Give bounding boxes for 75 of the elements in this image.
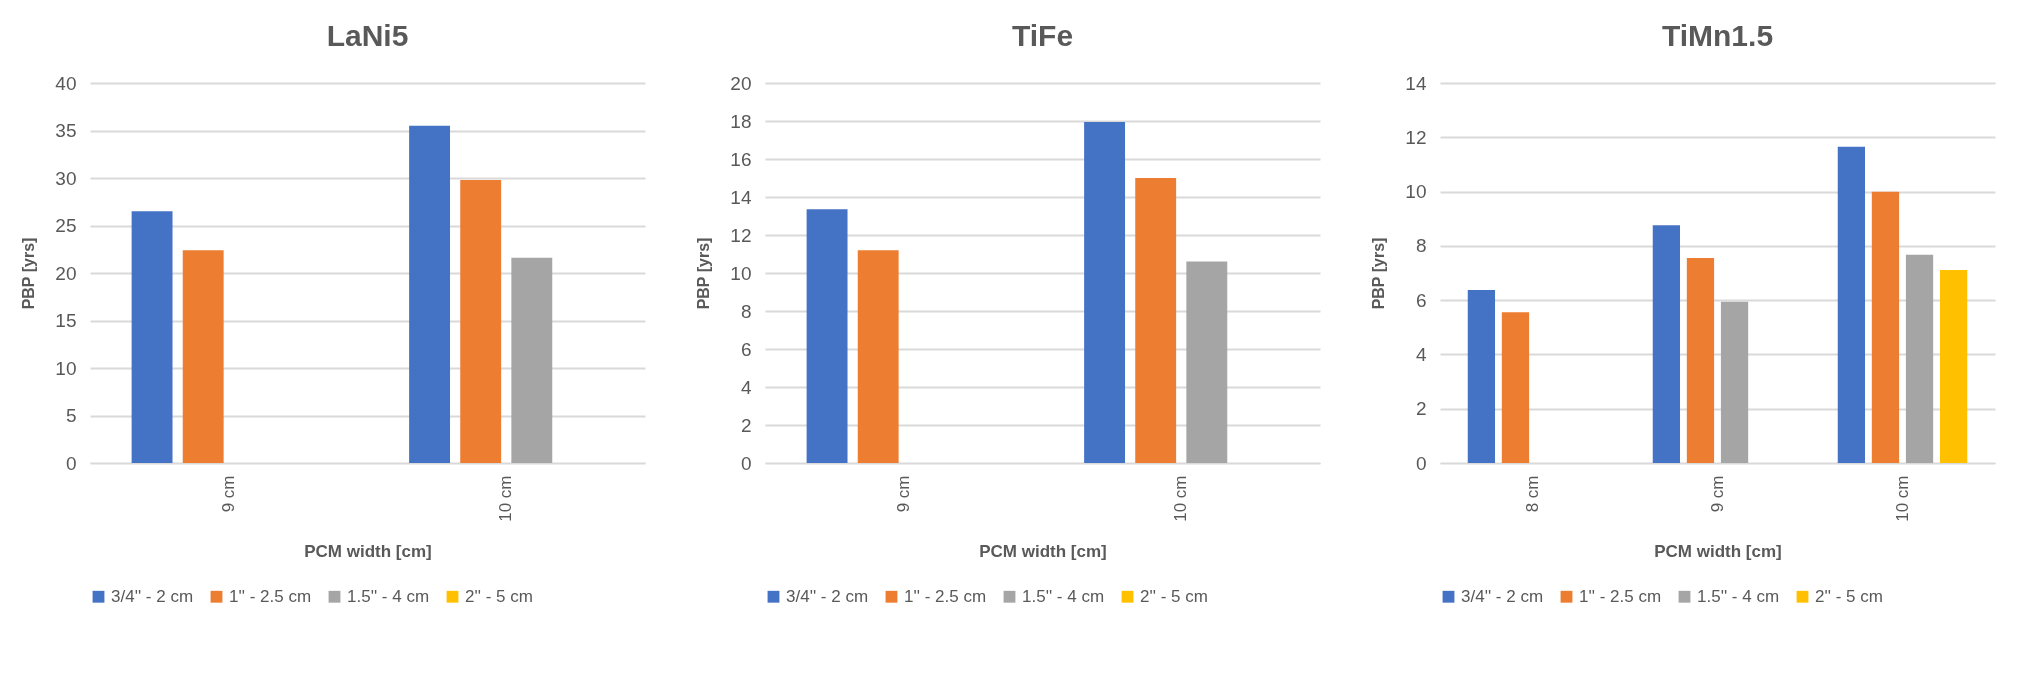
bar: [131, 211, 173, 463]
y-axis-title: PBP [yrs]: [1370, 237, 1388, 310]
y-axis-title: PBP [yrs]: [695, 237, 713, 310]
legend-label: 1.5'' - 4 cm: [1697, 586, 1780, 606]
y-tick-label: 6: [740, 338, 752, 360]
y-tick-label: 40: [55, 72, 77, 94]
y-tick-label: 0: [740, 452, 752, 474]
y-tick-label: 10: [1405, 181, 1427, 203]
x-tick-label: 10 cm: [1171, 475, 1191, 522]
y-tick-label: 2: [740, 414, 752, 436]
y-tick-label: 20: [730, 72, 752, 94]
x-axis-title: PCM width [cm]: [304, 541, 432, 561]
y-tick-label: 12: [1405, 126, 1427, 148]
bar: [511, 257, 553, 463]
legend-label: 2'' - 5 cm: [465, 586, 533, 606]
y-tick-label: 30: [55, 167, 77, 189]
legend-label: 2'' - 5 cm: [1815, 586, 1883, 606]
y-tick-label: 0: [65, 452, 77, 474]
bar: [1837, 146, 1866, 463]
legend-label: 3/4'' - 2 cm: [1461, 586, 1544, 606]
legend-label: 1.5'' - 4 cm: [1022, 586, 1105, 606]
y-tick-label: 12: [730, 224, 752, 246]
y-tick-label: 4: [740, 376, 752, 398]
x-axis-title: PCM width [cm]: [979, 541, 1107, 561]
bar: [857, 250, 899, 463]
bar: [1652, 225, 1681, 463]
x-tick-label: 9 cm: [1707, 475, 1727, 513]
y-tick-label: 14: [1405, 72, 1427, 94]
legend-label: 3/4'' - 2 cm: [786, 586, 869, 606]
y-tick-label: 35: [55, 120, 77, 141]
bar: [1905, 254, 1934, 463]
x-tick-label: 10 cm: [1892, 475, 1912, 522]
x-tick-label: 10 cm: [496, 475, 516, 522]
y-tick-label: 16: [730, 148, 752, 170]
x-tick-label: 9 cm: [218, 475, 238, 513]
y-tick-label: 25: [55, 215, 77, 236]
bar: [409, 125, 451, 463]
bar: [1720, 301, 1749, 463]
legend-label: 3/4'' - 2 cm: [111, 586, 194, 606]
bar: [1135, 178, 1177, 463]
bar: [1686, 258, 1715, 463]
chart-title: TiFe: [1011, 19, 1074, 52]
bar: [182, 250, 224, 463]
y-tick-label: 8: [740, 300, 752, 322]
x-tick-label: 9 cm: [893, 475, 913, 513]
x-axis-title: PCM width [cm]: [1654, 541, 1782, 561]
bar: [1871, 191, 1900, 463]
y-tick-label: 8: [1415, 235, 1427, 257]
bar: [460, 179, 502, 463]
y-tick-label: 20: [55, 262, 77, 284]
y-tick-label: 10: [55, 357, 77, 379]
legend-label: 1'' - 2.5 cm: [1579, 586, 1662, 606]
y-tick-label: 4: [1415, 343, 1427, 365]
y-axis-title: PBP [yrs]: [20, 237, 38, 310]
y-tick-label: 18: [730, 110, 752, 132]
y-tick-label: 6: [1415, 289, 1427, 311]
legend-label: 2'' - 5 cm: [1140, 586, 1208, 606]
y-tick-label: 0: [1415, 452, 1427, 474]
x-tick-label: 8 cm: [1522, 475, 1542, 513]
y-tick-label: 5: [65, 405, 77, 426]
chart-title: TiMn1.5: [1661, 19, 1774, 52]
bar: [806, 209, 848, 463]
bar: [1939, 270, 1968, 463]
y-tick-label: 15: [55, 310, 77, 331]
y-tick-label: 14: [730, 186, 752, 208]
bar: [1186, 261, 1228, 463]
bar: [1501, 312, 1530, 463]
legend-label: 1.5'' - 4 cm: [347, 586, 430, 606]
chart-title: LaNi5: [326, 19, 409, 52]
bar: [1467, 290, 1496, 463]
legend-label: 1'' - 2.5 cm: [229, 586, 312, 606]
legend-label: 1'' - 2.5 cm: [904, 586, 987, 606]
y-tick-label: 2: [1415, 398, 1427, 420]
y-tick-label: 10: [730, 262, 752, 284]
bar: [1084, 121, 1126, 463]
